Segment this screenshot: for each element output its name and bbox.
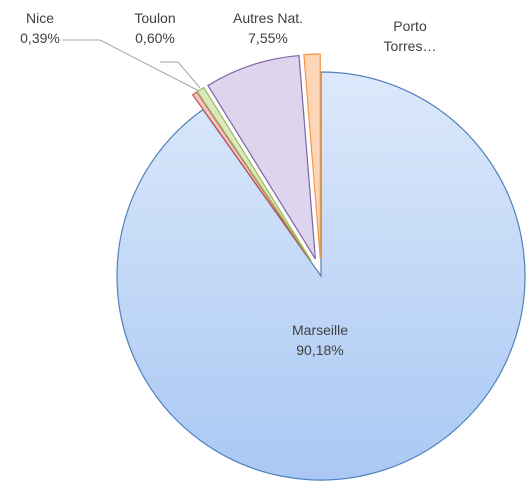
slice-label: Nice [25, 10, 55, 26]
pie-slice [303, 53, 321, 259]
slice-label: Marseille [291, 322, 349, 338]
leader-line [160, 61, 201, 89]
pie-slice [116, 71, 526, 481]
leader-line [62, 39, 202, 93]
slice-value: 0,39% [20, 30, 60, 46]
slice-value: 0,60% [135, 30, 175, 46]
slice-value: 7,55% [248, 30, 288, 46]
pie-slice [207, 54, 316, 260]
slice-label: Porto Torres… [383, 18, 437, 54]
slice-label: Autres Nat. [232, 10, 304, 26]
slice-label: Toulon [134, 10, 176, 26]
slice-value: 90,18% [296, 342, 344, 358]
pie-slice [196, 86, 312, 262]
